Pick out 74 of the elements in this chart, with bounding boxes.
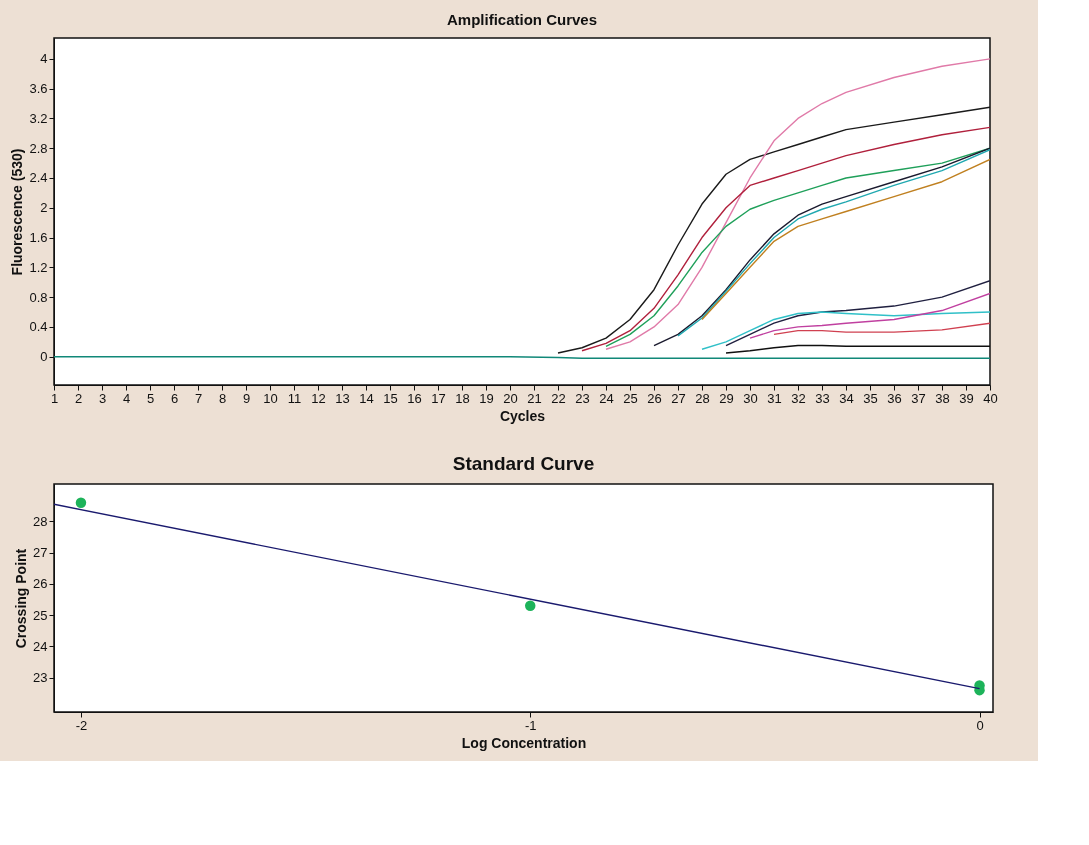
y-tick-label: 2 xyxy=(40,200,48,216)
x-tick-label: 26 xyxy=(647,390,662,406)
y-tick-label: 2.8 xyxy=(29,140,48,156)
y-tick-label: 0.4 xyxy=(29,319,48,335)
line-series xyxy=(725,280,990,347)
x-tick-label: 35 xyxy=(863,390,878,406)
x-tick-label: 10 xyxy=(263,390,278,406)
y-tick-label: 24 xyxy=(33,638,48,654)
x-tick-label: 37 xyxy=(911,390,926,406)
y-tick-label: 0 xyxy=(40,349,48,365)
point xyxy=(525,600,536,612)
x-tick-label: 11 xyxy=(287,390,302,406)
x-tick-label: 12 xyxy=(311,390,326,406)
x-tick-label: 22 xyxy=(551,390,566,406)
y-tick-label: 1.2 xyxy=(29,259,48,275)
x-tick-label: 19 xyxy=(479,390,494,406)
x-tick-label: 7 xyxy=(194,390,203,406)
y-tick-label: 26 xyxy=(33,576,48,592)
x-tick-label: -1 xyxy=(524,717,537,733)
x-tick-label: 38 xyxy=(935,390,950,406)
x-tick-label: 16 xyxy=(407,390,422,406)
x-tick-label: 33 xyxy=(815,390,830,406)
y-tick-label: 1.6 xyxy=(29,230,48,246)
x-tick-label: 15 xyxy=(383,390,398,406)
x-tick-label: 32 xyxy=(791,390,806,406)
x-tick-label: 34 xyxy=(839,390,854,406)
x-tick-label: 13 xyxy=(335,390,350,406)
x-tick-label: 8 xyxy=(218,390,227,406)
x-axis-title: Cycles xyxy=(499,407,546,424)
line-series xyxy=(773,322,990,336)
x-tick-label: 1 xyxy=(50,390,59,406)
y-tick-label: 27 xyxy=(33,545,48,561)
line-series xyxy=(749,292,990,339)
line-series xyxy=(605,58,990,350)
x-tick-label: 29 xyxy=(719,390,734,406)
y-tick-label: 2.4 xyxy=(29,170,48,186)
x-tick-label: 28 xyxy=(695,390,710,406)
x-tick-label: 25 xyxy=(623,390,638,406)
x-tick-label: 18 xyxy=(455,390,470,406)
x-tick-label: 30 xyxy=(743,390,758,406)
x-tick-label: 9 xyxy=(242,390,251,406)
y-axis-title: Fluorescence (530) xyxy=(9,148,26,276)
x-tick-label: 36 xyxy=(887,390,902,406)
y-tick-label: 3.6 xyxy=(29,81,48,97)
line-series xyxy=(701,158,990,321)
x-tick-label: 23 xyxy=(575,390,590,406)
chart-title: Standard Curve xyxy=(452,453,595,474)
y-tick-label: 4 xyxy=(40,51,48,67)
line-series xyxy=(701,311,990,350)
x-tick-label: 3 xyxy=(98,390,107,406)
x-tick-label: 6 xyxy=(170,390,179,406)
y-tick-label: 3.2 xyxy=(29,110,48,126)
point xyxy=(75,497,87,508)
x-tick-label: 4 xyxy=(122,390,131,406)
x-tick-label: 24 xyxy=(599,390,614,406)
x-tick-label: 31 xyxy=(767,390,782,406)
x-tick-label: 27 xyxy=(671,390,686,406)
y-tick-label: 0.8 xyxy=(29,289,48,305)
x-tick-label: 2 xyxy=(74,390,83,406)
x-tick-label: 14 xyxy=(359,390,374,406)
x-tick-label: 39 xyxy=(959,390,974,406)
y-tick-label: 28 xyxy=(33,513,48,529)
x-tick-label: 0 xyxy=(976,717,984,733)
x-axis-title: Log Concentration xyxy=(461,734,587,751)
y-tick-label: 23 xyxy=(33,670,48,686)
x-tick-label: 21 xyxy=(527,390,542,406)
x-tick-label: 17 xyxy=(431,390,446,406)
y-tick-label: 25 xyxy=(33,607,48,623)
x-tick-label: 20 xyxy=(503,390,518,406)
chart-title: Amplification Curves xyxy=(446,11,598,28)
y-axis-title: Crossing Point xyxy=(13,548,30,649)
x-tick-label: 40 xyxy=(983,390,998,406)
x-tick-label: -2 xyxy=(75,717,88,733)
x-tick-label: 5 xyxy=(146,390,155,406)
